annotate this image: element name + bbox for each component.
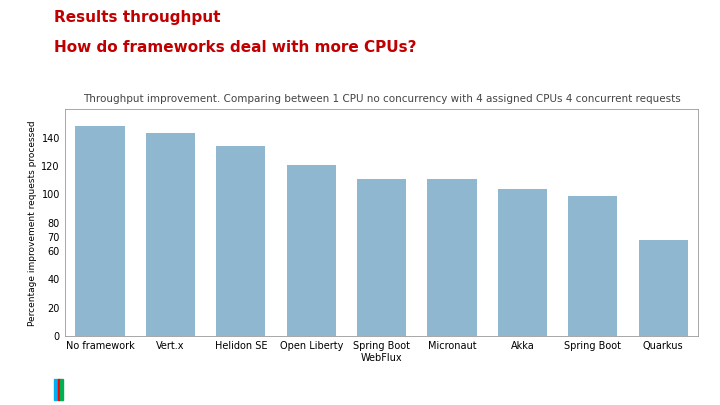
Bar (639, 240, 688, 336)
Text: BUSINESS DONE DIFFERENTLY: BUSINESS DONE DIFFERENTLY (68, 385, 198, 394)
Bar (498, 189, 547, 336)
Title: Throughput improvement. Comparing between 1 CPU no concurrency with 4 assigned C: Throughput improvement. Comparing betwee… (83, 94, 680, 104)
Text: Results throughput: Results throughput (54, 10, 220, 25)
Bar (216, 146, 266, 336)
Bar (287, 164, 336, 336)
Text: 18: 18 (702, 385, 711, 394)
Bar (60, 379, 63, 401)
Bar (54, 379, 58, 401)
Text: How do frameworks deal with more CPUs?: How do frameworks deal with more CPUs? (54, 40, 416, 55)
Bar (428, 179, 477, 336)
Bar (568, 196, 618, 336)
Text: CONCLUS ON: CONCLUS ON (11, 385, 67, 394)
Bar (357, 179, 406, 336)
Bar (58, 379, 60, 401)
Y-axis label: Percentage improvement requests processed: Percentage improvement requests processe… (28, 120, 37, 326)
Bar (76, 126, 125, 336)
Bar (145, 133, 195, 336)
